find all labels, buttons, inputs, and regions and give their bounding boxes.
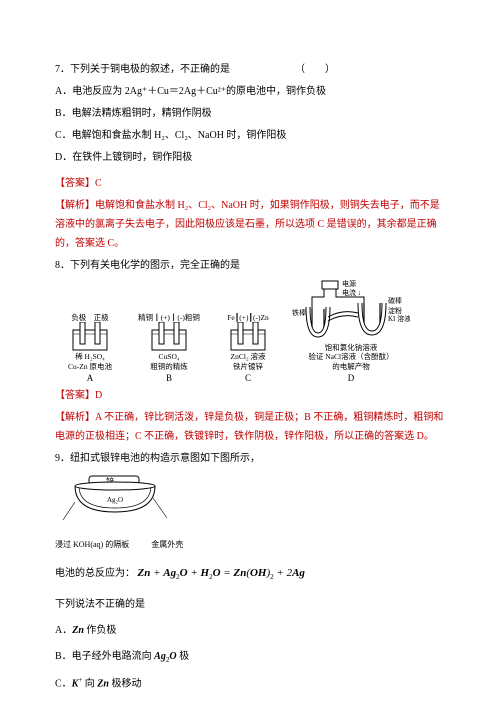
q9B-pre: B．电子经外电路流向 xyxy=(55,651,154,662)
svg-text:Ag₂O: Ag₂O xyxy=(107,496,123,504)
q9-stem: 9．纽扣式银锌电池的构造示意图如下图所示， xyxy=(55,449,445,468)
q7-exp-label: 【解析】 xyxy=(55,200,95,211)
button-cell-icon: 锌 Ag₂O xyxy=(55,472,195,530)
svg-text:铁棒: 铁棒 xyxy=(292,308,306,317)
q7-optD: D．在铁件上镀铜时，铜作阳极 xyxy=(55,148,445,167)
q9-cap2: 金属外壳 xyxy=(151,540,183,549)
q7-ans: C xyxy=(95,178,102,189)
q9-eq-prefix: 电池的总反应为： xyxy=(55,568,135,579)
q8-figD: 电源 电流 ↓ 铁棒 碳棒 淀粉 KI 溶液 饱和氯化钠溶液 验证 NaCl溶液… xyxy=(291,279,411,384)
q7-ans-label: 【答案】 xyxy=(55,178,95,189)
q9C-pre: C． xyxy=(55,679,72,690)
q7-exp: 电解饱和食盐水制 H₂、Cl₂、NaOH 时，如果铜作阳极，则铜失去电子，而不是… xyxy=(55,200,440,249)
q8-figC: Fe┃(+)┃(-)Zn ZnCl₂ 溶液 铁片镀锌 C xyxy=(213,313,283,384)
q7-optC: C．电解饱和食盐水制 H₂、Cl₂、NaOH 时，铜作阳极 xyxy=(55,126,445,145)
q8-explain: 【解析】A 不正确，锌比铜活泼，锌是负极，铜是正极；B 不正确，粗铜精炼时，粗铜… xyxy=(55,408,445,446)
figA-label: A xyxy=(87,373,94,384)
q8-ans-label: 【答案】 xyxy=(55,390,95,401)
q7-stem-text: 7．下列关于铜电极的叙述，不正确的是 xyxy=(55,64,230,75)
svg-text:淀粉: 淀粉 xyxy=(388,306,402,315)
q9-caption: 浸过 KOH(aq) 的隔板 金属外壳 xyxy=(55,537,445,552)
q7-optB: B．电解法精炼粗铜时，精铜作阴极 xyxy=(55,104,445,123)
figB-top: 精铜┃(+)┃(-)粗铜 xyxy=(138,313,200,322)
figC-name: 铁片镀锌 xyxy=(233,362,263,371)
q9B-post: 极 xyxy=(177,651,190,662)
figA-name: Cu-Zn 原电池 xyxy=(68,362,112,371)
figB-beaker-icon xyxy=(147,322,191,352)
q9-equation: 电池的总反应为： Zn + Ag2O + H2O = Zn(OH)2 + 2Ag xyxy=(55,563,445,584)
q9-optA: A．Zn 作负极 xyxy=(55,621,445,640)
q8-answer: 【答案】D xyxy=(55,386,445,405)
q8-figures: 负极 正极 稀 H₂SO₄ Cu-Zn 原电池 A 精铜┃(+)┃(-)粗铜 C… xyxy=(55,279,445,384)
q9-cap1: 浸过 KOH(aq) 的隔板 xyxy=(55,540,129,549)
svg-text:电源: 电源 xyxy=(342,279,356,288)
figD-name1: 验证 NaCl溶液（含酚酞） xyxy=(308,352,393,361)
figA-sol: 稀 H₂SO₄ xyxy=(75,352,105,361)
figD-name2: 的电解产物 xyxy=(332,362,370,371)
q9C-mid: 向 xyxy=(82,679,97,690)
svg-text:碳棒: 碳棒 xyxy=(388,296,402,305)
figA-beaker-icon xyxy=(68,322,112,352)
q9-optB: B．电子经外电路流向 Ag2O 极 xyxy=(55,647,445,667)
svg-text:电流 ↓: 电流 ↓ xyxy=(342,288,361,297)
q9-sub: 下列说法不正确的是 xyxy=(55,595,445,614)
figC-sol: ZnCl₂ 溶液 xyxy=(231,352,266,361)
figB-sol: CuSO₄ xyxy=(159,352,180,361)
q7-paren: （ ） xyxy=(295,64,335,75)
q9A-pre: A． xyxy=(55,625,72,636)
q8-exp: A 不正确，锌比铜活泼，锌是负极，铜是正极；B 不正确，粗铜精炼时，粗铜和电源的… xyxy=(55,412,443,442)
figB-label: B xyxy=(166,373,172,384)
q7-answer: 【答案】C xyxy=(55,174,445,193)
figA-top: 负极 正极 xyxy=(71,313,109,322)
q9-optC: C．K+ 向 Zn 极移动 xyxy=(55,674,445,693)
q9-eq: Zn + Ag2O + H2O = Zn(OH)2 + 2Ag xyxy=(138,567,305,579)
q7-explain: 【解析】电解饱和食盐水制 H₂、Cl₂、NaOH 时，如果铜作阳极，则铜失去电子… xyxy=(55,196,445,253)
figD-sol: 饱和氯化钠溶液 xyxy=(325,343,378,352)
figB-name: 粗铜的精炼 xyxy=(150,362,188,371)
figD-label: D xyxy=(348,373,355,384)
q8-exp-label: 【解析】 xyxy=(55,412,95,423)
figC-beaker-icon xyxy=(226,322,270,352)
q9C-post: 极移动 xyxy=(109,679,142,690)
svg-text:KI 溶液: KI 溶液 xyxy=(388,314,410,323)
q9A-post: 作负极 xyxy=(84,625,117,636)
figC-top: Fe┃(+)┃(-)Zn xyxy=(227,313,269,322)
q8-ans: D xyxy=(95,390,102,401)
figC-label: C xyxy=(245,373,251,384)
q8-stem: 8．下列有关电化学的图示，完全正确的是 xyxy=(55,256,445,275)
figD-apparatus-icon: 电源 电流 ↓ 铁棒 碳棒 淀粉 KI 溶液 xyxy=(292,279,410,343)
q8-figA: 负极 正极 稀 H₂SO₄ Cu-Zn 原电池 A xyxy=(55,313,125,384)
q7-optA: A．电池反应为 2Ag⁺＋Cu＝2Ag＋Cu²⁺的原电池中，铜作负极 xyxy=(55,82,445,101)
q7-stem: 7．下列关于铜电极的叙述，不正确的是 （ ） xyxy=(55,60,445,79)
q9-figure: 锌 Ag₂O 浸过 KOH(aq) 的隔板 金属外壳 xyxy=(55,472,445,552)
q8-figB: 精铜┃(+)┃(-)粗铜 CuSO₄ 粗铜的精炼 B xyxy=(133,313,205,384)
